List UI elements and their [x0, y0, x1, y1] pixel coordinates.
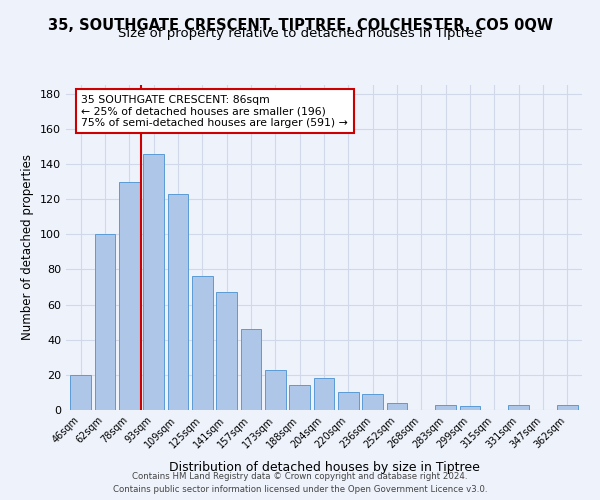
Text: 35 SOUTHGATE CRESCENT: 86sqm
← 25% of detached houses are smaller (196)
75% of s: 35 SOUTHGATE CRESCENT: 86sqm ← 25% of de… [82, 94, 348, 128]
Bar [508, 404, 529, 410]
Bar [265, 370, 286, 410]
Bar [143, 154, 164, 410]
Bar [95, 234, 115, 410]
Bar [192, 276, 212, 410]
Bar [314, 378, 334, 410]
Bar [241, 329, 262, 410]
Bar [289, 386, 310, 410]
Bar [338, 392, 359, 410]
Text: Contains HM Land Registry data © Crown copyright and database right 2024.
Contai: Contains HM Land Registry data © Crown c… [113, 472, 487, 494]
Bar [119, 182, 140, 410]
Text: Size of property relative to detached houses in Tiptree: Size of property relative to detached ho… [118, 28, 482, 40]
Bar [386, 403, 407, 410]
X-axis label: Distribution of detached houses by size in Tiptree: Distribution of detached houses by size … [169, 461, 479, 474]
Bar [460, 406, 481, 410]
Bar [557, 404, 578, 410]
Bar [167, 194, 188, 410]
Bar [216, 292, 237, 410]
Bar [436, 404, 456, 410]
Bar [70, 375, 91, 410]
Y-axis label: Number of detached properties: Number of detached properties [22, 154, 34, 340]
Text: 35, SOUTHGATE CRESCENT, TIPTREE, COLCHESTER, CO5 0QW: 35, SOUTHGATE CRESCENT, TIPTREE, COLCHES… [47, 18, 553, 32]
Bar [362, 394, 383, 410]
